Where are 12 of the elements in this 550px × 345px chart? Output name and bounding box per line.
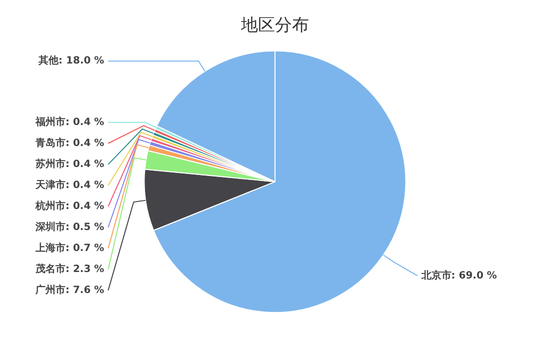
chart-title: 地区分布 [240,16,309,36]
slice-label: 茂名市: 2.3 % [34,262,104,275]
slice-label: 天津市: 0.4 % [34,178,104,191]
slice-label: 上海市: 0.7 % [34,242,104,254]
slice-label: 福州市: 0.4 % [34,116,104,128]
slice-label: 青岛市: 0.4 % [34,136,104,149]
slice-label: 杭州市: 0.4 % [34,200,104,212]
slice-label: 深圳市: 0.5 % [34,220,104,233]
slice-label: 其他: 18.0 % [38,54,104,67]
slice-label: 广州市: 7.6 % [34,284,104,296]
slice-label: 苏州市: 0.4 % [34,158,104,170]
slice-label: 北京市: 69.0 % [420,269,497,282]
